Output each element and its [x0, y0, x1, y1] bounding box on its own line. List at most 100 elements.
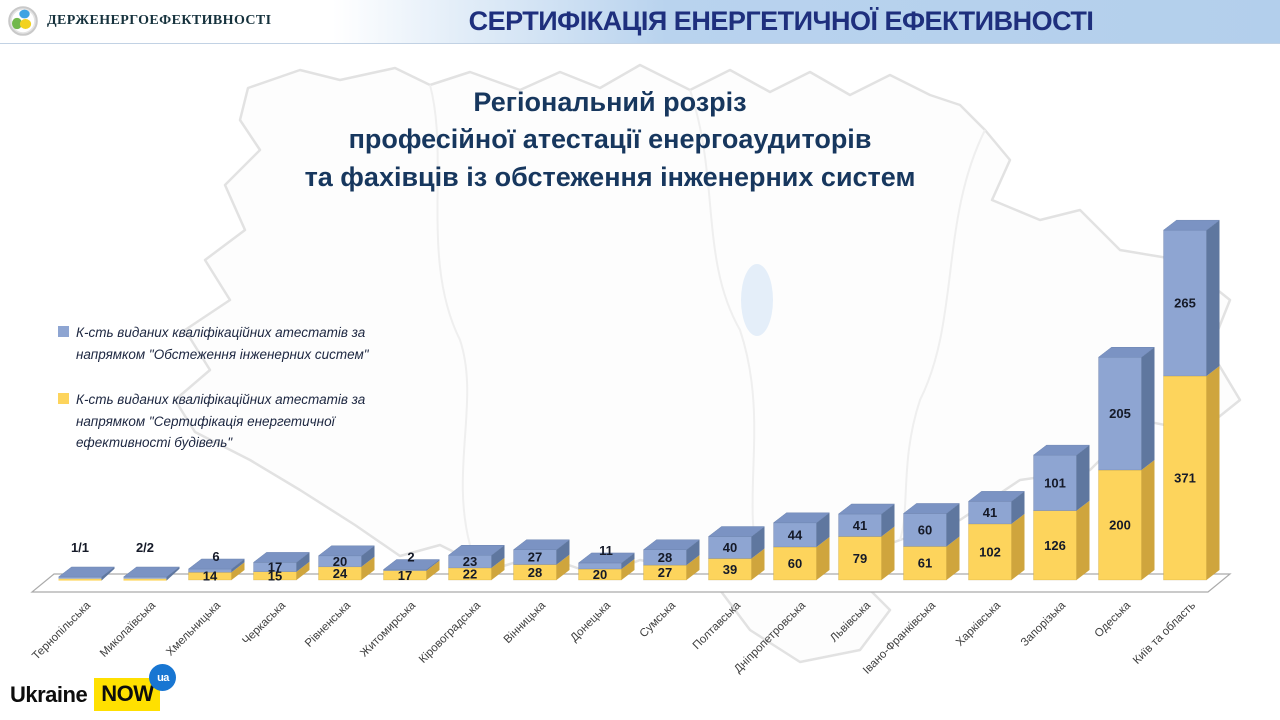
bar-value-inspection: 44 — [788, 527, 803, 542]
bar-value-inspection: 41 — [853, 518, 867, 533]
bar-front-inspection — [58, 577, 102, 579]
bar-value-certification: 17 — [398, 568, 412, 583]
bar-value-certification: 22 — [463, 566, 477, 581]
bar-side-inspection — [1011, 491, 1025, 524]
bar-side-certification — [231, 562, 245, 580]
bar-top-face — [317, 545, 376, 557]
bar-value-inspection: 20 — [333, 554, 347, 569]
ukraine-inner-border-2 — [689, 89, 761, 566]
agency-name: Держенергоефективності — [47, 13, 272, 28]
agency-logo: Держенергоефективності — [8, 6, 272, 36]
region-label: Харківська — [954, 599, 1004, 649]
bar-top-face — [642, 539, 701, 550]
bar-side-certification — [426, 560, 440, 580]
bar-value-certification: 14 — [203, 569, 218, 584]
bar-side-certification — [1206, 365, 1220, 580]
bar-value-certification: 61 — [918, 556, 932, 571]
bar-side-certification — [751, 548, 765, 580]
bar-front-certification — [1163, 375, 1207, 581]
bar-side-certification — [621, 559, 635, 580]
bar-top-face — [837, 503, 896, 515]
region-label: Львівська — [828, 599, 873, 644]
bar-top-face — [512, 539, 571, 550]
bar-top-face — [1032, 444, 1091, 456]
bar-front-certification — [1098, 469, 1142, 581]
region-label: Рівненська — [303, 599, 354, 650]
bar-value-certification: 20 — [593, 567, 607, 582]
page-title: СЕРТИФІКАЦІЯ ЕНЕРГЕТИЧНОЇ ЕФЕКТИВНОСТІ — [468, 6, 1094, 36]
legend: К-сть виданих кваліфікаційних атестатів … — [58, 322, 418, 478]
bar-side-certification — [361, 556, 375, 580]
bar-side-certification — [881, 526, 895, 580]
ukraine-now-logo: Ukraine NOW ua — [10, 664, 177, 711]
bar-front-certification — [773, 546, 817, 581]
bar-side-inspection — [1141, 347, 1155, 470]
bar-value-certification: 79 — [853, 551, 867, 566]
region-label: Івано-Франківська — [861, 599, 939, 677]
bar-value-inspection: 205 — [1109, 406, 1131, 421]
bar-value-certification: 371 — [1174, 470, 1196, 485]
bar-combined-value-label: 1/1 — [71, 540, 89, 555]
bar-side-certification — [1141, 460, 1155, 580]
legend-item-certification: К-сть виданих кваліфікаційних атестатів … — [58, 389, 418, 454]
bar-side-certification — [816, 537, 830, 580]
header: Держенергоефективності СЕРТИФІКАЦІЯ ЕНЕР… — [0, 0, 1280, 43]
bar-value-inspection: 11 — [599, 543, 613, 558]
bar-front-inspection — [123, 577, 167, 579]
bar-side-inspection — [686, 539, 700, 566]
bar-value-certification: 24 — [333, 566, 348, 581]
bar-value-certification: 28 — [528, 565, 542, 580]
region-label: Тернопільська — [30, 599, 93, 662]
bar-front-inspection — [1098, 357, 1142, 471]
bar-side-inspection — [296, 552, 310, 572]
bar-side-certification — [296, 561, 310, 580]
region-label: Донецька — [568, 599, 613, 644]
bar-top-face — [1097, 347, 1156, 358]
agency-logo-icon — [8, 6, 38, 36]
region-label: Одеська — [1093, 599, 1134, 640]
legend-item-inspection: К-сть виданих кваліфікаційних атестатів … — [58, 322, 418, 365]
bar-value-certification: 126 — [1044, 538, 1066, 553]
bar-value-inspection: 60 — [918, 522, 932, 537]
bar-value-inspection: 40 — [723, 540, 737, 555]
bar-value-inspection: 6 — [212, 549, 219, 564]
bar-side-face — [101, 567, 115, 581]
bar-front-certification — [123, 578, 167, 581]
bar-side-inspection — [556, 539, 570, 565]
bar-value-inspection: 23 — [463, 554, 477, 569]
legend-swatch-yellow — [58, 393, 69, 405]
ua-badge: ua — [149, 664, 177, 691]
bar-side-certification — [686, 555, 700, 580]
bar-front-certification — [838, 536, 882, 581]
region-label: Сумська — [638, 599, 679, 640]
region-label: Запорізька — [1019, 599, 1069, 649]
bar-top-face — [382, 559, 441, 570]
bar-top-face — [1162, 219, 1221, 231]
ukraine-inner-border-1 — [429, 84, 471, 546]
bar-value-certification: 15 — [268, 568, 282, 583]
region-label: Хмельницька — [164, 599, 223, 658]
bar-top-face — [577, 552, 636, 564]
bar-top-face — [707, 526, 766, 537]
bar-value-inspection: 101 — [1044, 475, 1066, 490]
bar-value-inspection: 265 — [1174, 296, 1196, 311]
bar-value-inspection: 2 — [407, 550, 414, 565]
chart-title: Регіональний розріз професійної атестаці… — [304, 87, 916, 192]
region-label: Дніпропетровська — [732, 599, 808, 675]
ukraine-now-word: Ukraine — [10, 681, 88, 707]
bar-front-certification — [58, 578, 102, 581]
bar-value-inspection: 17 — [268, 560, 282, 575]
region-label: Вінницька — [502, 599, 549, 646]
bar-top-face — [447, 545, 506, 556]
ukraine-now-text: NOW — [101, 681, 154, 706]
bar-side-certification — [556, 554, 570, 580]
bar-front-certification — [903, 546, 947, 581]
region-label: Миколаївська — [98, 599, 159, 660]
bar-front-certification — [1033, 510, 1077, 581]
bar-side-inspection — [751, 526, 765, 559]
dnipro-river-shape — [741, 264, 773, 336]
bar-side-inspection — [231, 559, 245, 573]
bar-value-inspection: 28 — [658, 550, 672, 565]
bar-side-inspection — [361, 545, 375, 567]
bar-value-certification: 200 — [1109, 518, 1131, 533]
